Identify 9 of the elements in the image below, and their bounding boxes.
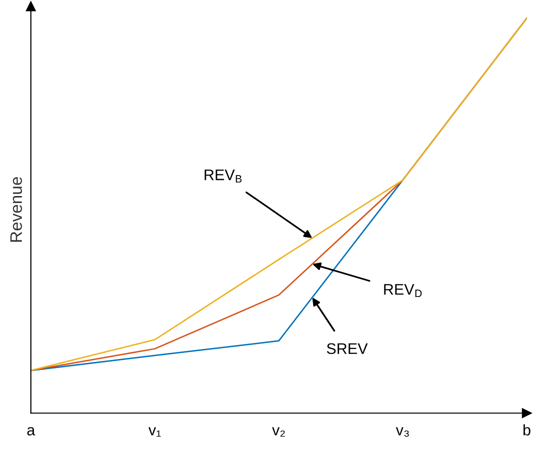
x-tick-label: v₂ (272, 427, 285, 437)
x-tick-label: b (523, 424, 530, 436)
x-tick-label: a (27, 427, 36, 436)
x-tick-label: v₃ (396, 427, 409, 437)
annotation: SREV (326, 343, 368, 354)
x-tick-label: v₁ (148, 427, 161, 437)
annotation: REV$_{D}$ (384, 284, 422, 298)
annotation: REV$_{B}$ (204, 170, 242, 182)
y-axis-title: Revenue (10, 177, 22, 242)
